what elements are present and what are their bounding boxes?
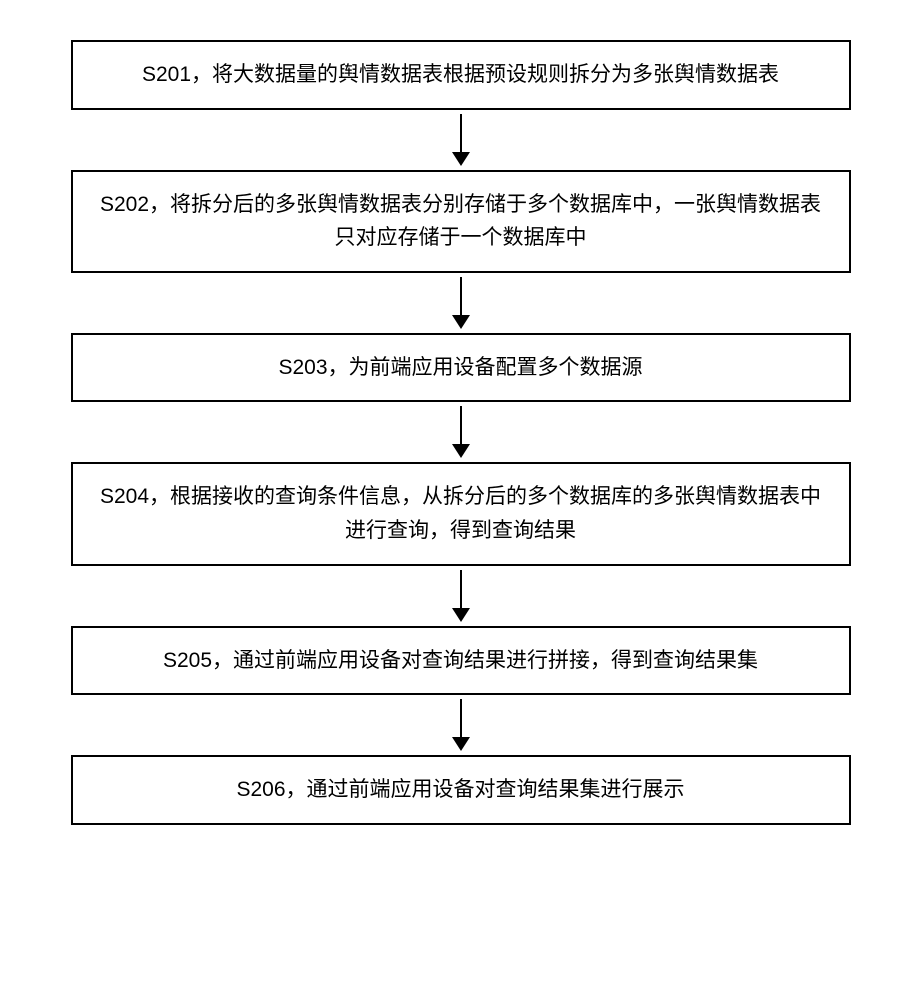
arrow-head-icon [452,444,470,458]
arrow-line-icon [460,277,462,315]
step-s202-text: S202，将拆分后的多张舆情数据表分别存储于多个数据库中，一张舆情数据表只对应存… [93,188,829,255]
arrow-line-icon [460,699,462,737]
step-s201-text: S201，将大数据量的舆情数据表根据预设规则拆分为多张舆情数据表 [142,58,779,92]
arrow-4 [452,566,470,626]
step-s205-text: S205，通过前端应用设备对查询结果进行拼接，得到查询结果集 [163,644,758,678]
arrow-2 [452,273,470,333]
step-s204: S204，根据接收的查询条件信息，从拆分后的多个数据库的多张舆情数据表中进行查询… [71,462,851,565]
step-s204-text: S204，根据接收的查询条件信息，从拆分后的多个数据库的多张舆情数据表中进行查询… [93,480,829,547]
arrow-line-icon [460,570,462,608]
step-s201: S201，将大数据量的舆情数据表根据预设规则拆分为多张舆情数据表 [71,40,851,110]
step-s203: S203，为前端应用设备配置多个数据源 [71,333,851,403]
arrow-head-icon [452,152,470,166]
arrow-head-icon [452,737,470,751]
step-s205: S205，通过前端应用设备对查询结果进行拼接，得到查询结果集 [71,626,851,696]
step-s206-text: S206，通过前端应用设备对查询结果集进行展示 [236,773,684,807]
arrow-5 [452,695,470,755]
arrow-3 [452,402,470,462]
arrow-line-icon [460,114,462,152]
step-s206: S206，通过前端应用设备对查询结果集进行展示 [71,755,851,825]
step-s202: S202，将拆分后的多张舆情数据表分别存储于多个数据库中，一张舆情数据表只对应存… [71,170,851,273]
arrow-line-icon [460,406,462,444]
arrow-head-icon [452,315,470,329]
arrow-1 [452,110,470,170]
step-s203-text: S203，为前端应用设备配置多个数据源 [278,351,642,385]
arrow-head-icon [452,608,470,622]
flowchart-container: S201，将大数据量的舆情数据表根据预设规则拆分为多张舆情数据表 S202，将拆… [71,40,851,825]
